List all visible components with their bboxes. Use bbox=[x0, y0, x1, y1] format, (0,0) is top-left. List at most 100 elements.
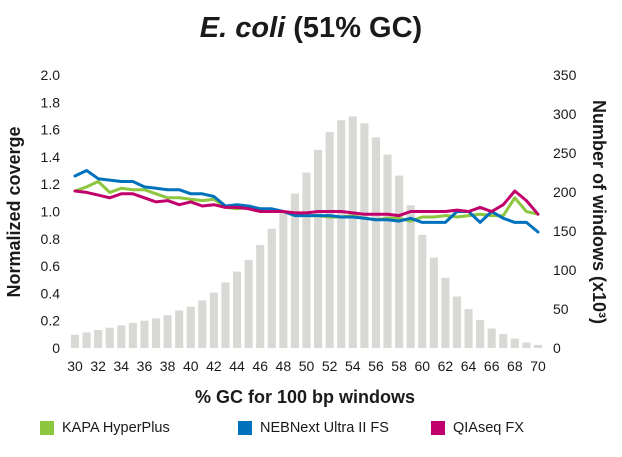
right-axis-ticks: 0 50 100 150 200 250 300 350 bbox=[553, 67, 577, 356]
histogram-bar bbox=[128, 323, 137, 348]
legend-label-qia: QIAseq FX bbox=[453, 420, 524, 436]
legend-swatch-kapa bbox=[40, 421, 54, 435]
histogram-bar bbox=[510, 338, 519, 348]
x-tick-label: 52 bbox=[322, 358, 338, 374]
y-left-tick-label: 0.2 bbox=[41, 313, 61, 329]
y-left-tick-label: 1.2 bbox=[41, 176, 61, 192]
histogram-bar bbox=[325, 131, 334, 348]
histogram-bar bbox=[175, 310, 184, 348]
x-tick-label: 48 bbox=[276, 358, 292, 374]
x-tick-label: 62 bbox=[438, 358, 454, 374]
y-right-tick-label: 350 bbox=[553, 67, 577, 83]
y-left-tick-label: 1.8 bbox=[41, 94, 61, 110]
y-left-tick-label: 0 bbox=[52, 340, 60, 356]
y-right-tick-label: 200 bbox=[553, 184, 577, 200]
legend-swatch-qia bbox=[431, 421, 445, 435]
histogram-bar bbox=[279, 213, 288, 348]
histogram-bar bbox=[232, 271, 242, 348]
histogram-bar bbox=[487, 328, 496, 348]
legend-label-neb: NEBNext Ultra II FS bbox=[260, 420, 389, 436]
x-tick-label: 32 bbox=[90, 358, 106, 374]
x-tick-label: 38 bbox=[160, 358, 176, 374]
histogram-bar bbox=[140, 320, 149, 348]
histogram-bar bbox=[360, 123, 369, 348]
x-tick-label: 36 bbox=[137, 358, 153, 374]
lines-layer bbox=[73, 169, 540, 234]
y-left-tick-label: 0.6 bbox=[41, 258, 61, 274]
histogram-bar bbox=[429, 257, 438, 348]
x-tick-label: 40 bbox=[183, 358, 199, 374]
histogram-bar bbox=[499, 333, 508, 348]
x-tick-label: 56 bbox=[368, 358, 384, 374]
x-tick-label: 30 bbox=[67, 358, 83, 374]
y-right-tick-label: 300 bbox=[553, 106, 577, 122]
histogram-bar bbox=[533, 344, 543, 348]
x-tick-label: 44 bbox=[229, 358, 245, 374]
chart-title: E. coli (51% GC) bbox=[0, 12, 622, 45]
x-tick-label: 58 bbox=[391, 358, 407, 374]
histogram-bar bbox=[151, 318, 161, 348]
legend-item-qia: QIAseq FX bbox=[431, 420, 524, 436]
histogram-bar bbox=[163, 315, 172, 348]
legend-swatch-neb bbox=[238, 421, 252, 435]
histogram-bar bbox=[117, 325, 126, 348]
left-axis-ticks: 0 0.2 0.4 0.6 0.8 1.0 1.2 1.4 1.6 1.8 2.0 bbox=[41, 67, 61, 356]
histogram-bar bbox=[256, 245, 265, 348]
histogram-bar bbox=[452, 296, 462, 348]
legend-item-neb: NEBNext Ultra II FS bbox=[238, 420, 389, 436]
histogram-bar bbox=[383, 154, 392, 348]
y-right-tick-label: 150 bbox=[553, 223, 577, 239]
y-axis-left-title: Normalized coverge bbox=[4, 126, 24, 297]
legend-label-kapa: KAPA HyperPlus bbox=[62, 420, 170, 436]
histogram-bar bbox=[209, 292, 218, 348]
x-tick-label: 54 bbox=[345, 358, 361, 374]
histogram-bar bbox=[348, 116, 357, 348]
y-left-tick-label: 1.6 bbox=[41, 122, 61, 138]
y-right-tick-label: 250 bbox=[553, 145, 577, 161]
y-left-tick-label: 0.8 bbox=[41, 231, 61, 247]
x-tick-label: 70 bbox=[530, 358, 546, 374]
histogram-bar bbox=[395, 175, 404, 348]
histogram-bar bbox=[70, 334, 80, 348]
chart: 0 0.2 0.4 0.6 0.8 1.0 1.2 1.4 1.6 1.8 2.0 0 50 100 15… bbox=[4, 67, 609, 407]
histogram-bar bbox=[314, 149, 323, 348]
histogram-bar bbox=[186, 306, 195, 348]
y-axis-right-title: Number of windows (x10³) bbox=[589, 100, 609, 324]
histogram-bar bbox=[476, 319, 485, 348]
y-left-tick-label: 0.4 bbox=[41, 285, 61, 301]
histogram-bar bbox=[82, 332, 91, 348]
series-line-qia bbox=[73, 189, 540, 218]
x-tick-label: 46 bbox=[252, 358, 268, 374]
y-right-tick-label: 0 bbox=[553, 340, 561, 356]
y-left-tick-label: 2.0 bbox=[41, 67, 61, 83]
histogram-bar bbox=[464, 309, 473, 348]
y-left-tick-label: 1.4 bbox=[41, 149, 61, 165]
histogram-bar bbox=[371, 137, 381, 348]
histogram-bar bbox=[267, 228, 276, 348]
x-tick-label: 68 bbox=[507, 358, 523, 374]
chart-title-gc: (51% GC) bbox=[285, 12, 423, 44]
histogram-bar bbox=[198, 300, 207, 348]
histogram-bar bbox=[441, 277, 450, 348]
histogram-bar bbox=[337, 120, 346, 349]
x-tick-label: 60 bbox=[414, 358, 430, 374]
x-tick-label: 64 bbox=[461, 358, 477, 374]
x-tick-label: 34 bbox=[114, 358, 130, 374]
histogram-bar bbox=[290, 193, 299, 348]
histogram-bar bbox=[406, 205, 415, 348]
y-right-tick-label: 100 bbox=[553, 262, 577, 278]
histogram-bar bbox=[105, 327, 114, 348]
bars-layer bbox=[70, 116, 543, 349]
x-axis-ticks: 30 32 34 36 38 40 42 44 46 48 50 52 54 56 58 60 62 64 66 68… bbox=[67, 358, 546, 374]
chart-title-organism: E. coli bbox=[199, 12, 286, 44]
x-tick-label: 50 bbox=[299, 358, 315, 374]
x-tick-label: 66 bbox=[484, 358, 500, 374]
histogram-bar bbox=[522, 342, 531, 348]
histogram-bar bbox=[94, 330, 103, 348]
histogram-bar bbox=[418, 234, 427, 348]
histogram-bar bbox=[244, 259, 253, 348]
legend: KAPA HyperPlus NEBNext Ultra II FS QIAse… bbox=[0, 420, 622, 442]
histogram-bar bbox=[221, 282, 230, 348]
histogram-bar bbox=[302, 172, 311, 348]
x-tick-label: 42 bbox=[206, 358, 222, 374]
